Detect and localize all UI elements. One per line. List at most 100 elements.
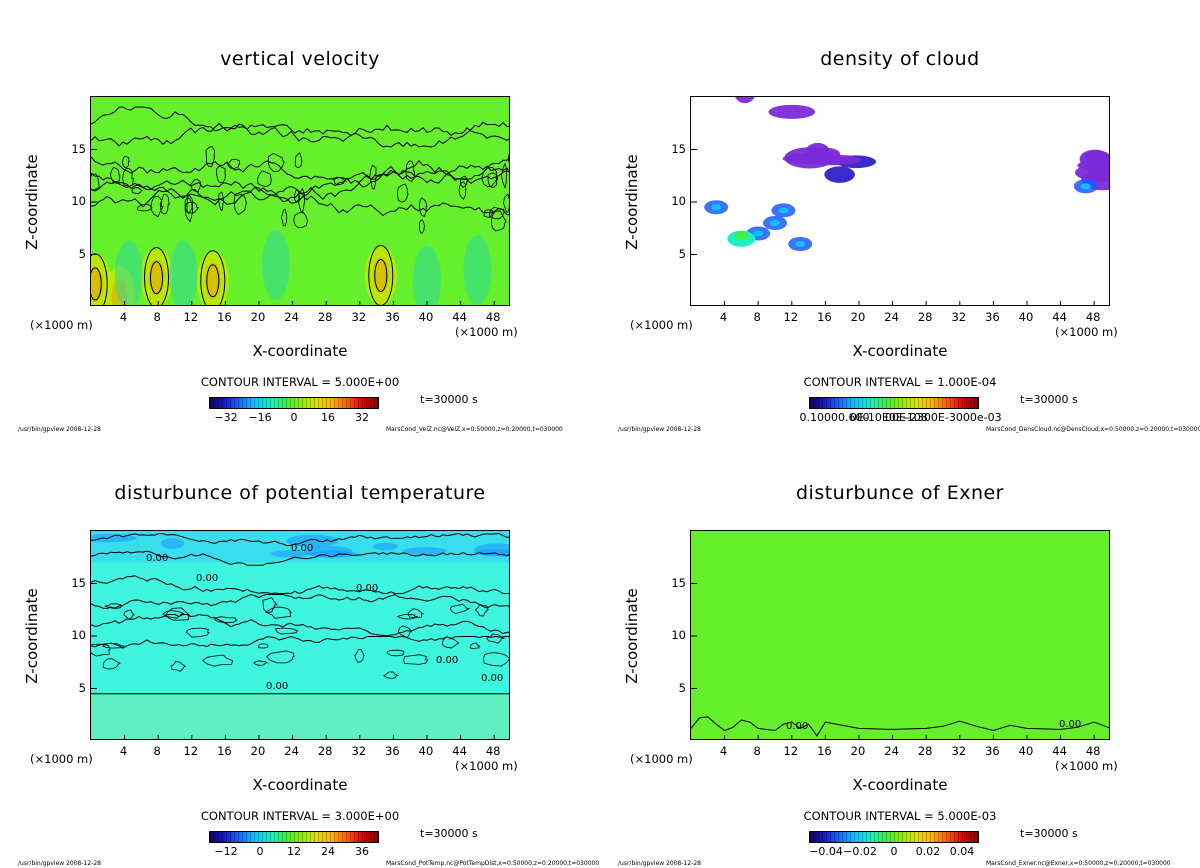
contour-line: [91, 106, 509, 148]
footer-left: /usr/bin/gpview 2008-12-28: [618, 860, 701, 867]
contour-line: [91, 593, 509, 610]
cold-patch: [160, 538, 185, 549]
contour-line: [227, 158, 241, 170]
panel-density-of-cloud: density of cloud Z-coordinate 5 10 15 4 8 12 16 2…: [600, 0, 1200, 434]
x-tick-label: 44: [452, 310, 467, 324]
contour-line: [485, 633, 505, 644]
y-tick-label: 15: [671, 575, 686, 590]
x-tick-label: 44: [452, 744, 467, 758]
contour-line: [218, 191, 224, 212]
y-axis-label: Z-coordinate: [23, 588, 41, 684]
x-unit-right: (×1000 m): [455, 759, 518, 773]
footer-right: MarsCond_PotTemp.nc@PotTempDist,x=0:5000…: [386, 860, 600, 867]
y-ticks: 5 10 15: [660, 530, 686, 740]
y-tick-label: 15: [71, 575, 86, 590]
x-tick-label: 24: [284, 310, 299, 324]
contour-line: [386, 649, 405, 657]
contour-line: [91, 186, 509, 217]
contour-label: 0.00: [481, 673, 503, 684]
contour-line: [91, 267, 102, 301]
contour-line: [332, 176, 347, 186]
contour-line: [405, 160, 415, 182]
x-tick-label: 4: [119, 310, 128, 324]
downdraft-core: [169, 240, 198, 305]
x-tick-label: 24: [884, 744, 899, 758]
background-field: [691, 97, 1109, 305]
plot-area: [90, 96, 510, 306]
contour-line: [396, 183, 409, 203]
x-tick-label: 20: [850, 310, 866, 324]
downdraft-core: [261, 230, 290, 300]
contour-line: [110, 167, 121, 183]
colorbar: [209, 397, 379, 409]
x-tick-label: 20: [250, 310, 266, 324]
cloud-core: [1080, 183, 1091, 190]
x-axis-label: X-coordinate: [252, 342, 348, 360]
cloud-patch: [784, 147, 835, 169]
contour-line: [216, 165, 226, 184]
x-unit-right: (×1000 m): [1055, 759, 1118, 773]
x-tick-label: 24: [884, 310, 899, 324]
contour-line: [298, 187, 306, 214]
contour-line: [503, 193, 509, 214]
colorbar-ticks: −0.04 −0.02 0 0.02 0.04: [809, 845, 979, 859]
cloud-patch: [768, 104, 816, 119]
x-tick-label: 8: [753, 310, 761, 324]
x-tick-label: 12: [783, 310, 799, 324]
contour-line: [144, 247, 170, 305]
background-field: [691, 531, 1109, 739]
contour-label: 0.00: [196, 573, 218, 584]
contour-line: [257, 170, 272, 188]
colorbar-tick-label: 0.04: [949, 845, 975, 858]
contour-line: [121, 155, 130, 168]
contour-line: [91, 173, 100, 191]
contour-line: [266, 650, 295, 664]
contour-line: [403, 654, 429, 665]
cloud-core: [778, 207, 789, 214]
contour-label: 0.00: [146, 553, 168, 564]
contour-line: [170, 660, 187, 672]
plot-area: [690, 96, 1110, 306]
contour-line: [102, 658, 121, 670]
colorbar-tick-label: 0.10000.600: [799, 411, 870, 424]
x-tick-label: 28: [917, 310, 933, 324]
x-unit-left: (×1000 m): [30, 318, 93, 332]
x-tick-label: 16: [217, 744, 232, 758]
y-axis-label: Z-coordinate: [23, 154, 41, 250]
footer-left: /usr/bin/gpview 2008-12-28: [18, 860, 101, 867]
updraft-core: [372, 257, 389, 294]
x-tick-label: 12: [783, 744, 799, 758]
colorbar-tick-label: 16: [321, 411, 335, 424]
x-tick-label: 40: [1018, 744, 1034, 758]
colorbar-tick-label: 0E-10E0E-108: [850, 411, 928, 424]
x-ticks: 4 8 12 16 20 24 28 32 36 40 44 48: [690, 310, 1110, 324]
x-tick-label: 32: [351, 744, 367, 758]
colorbar-tick-label: 12: [287, 845, 301, 858]
x-tick-label: 36: [985, 310, 1000, 324]
contour-label: 0.00: [356, 583, 378, 594]
x-axis-label: X-coordinate: [852, 342, 948, 360]
footer-right: MarsCond_VelZ.nc@VelZ,x=0:50000,z=0:2000…: [386, 426, 563, 433]
contour-line: [265, 606, 293, 619]
contour-line: [123, 609, 136, 620]
x-tick-label: 28: [317, 744, 333, 758]
colorbar-ticks: −32 −16 0 16 32: [209, 411, 379, 425]
colorbar-stripes: [810, 398, 978, 408]
contour-label: 0.00: [1059, 719, 1081, 730]
x-tick-label: 40: [418, 310, 434, 324]
contour-line: [374, 259, 388, 292]
cloud-patch: [824, 166, 855, 183]
contour-line: [449, 603, 471, 615]
x-tick-label: 16: [217, 310, 232, 324]
x-tick-label: 40: [1018, 310, 1034, 324]
x-ticks: 4 8 12 16 20 24 28 32 36 40 44 48: [90, 744, 510, 758]
contour-line: [294, 152, 303, 168]
y-ticks: 5 10 15: [660, 96, 686, 306]
y-tick-label: 5: [678, 680, 686, 695]
contour-label: 0.00: [786, 721, 808, 732]
time-label: t=30000 s: [420, 827, 478, 840]
x-tick-label: 48: [485, 744, 501, 758]
x-tick-label: 12: [183, 744, 199, 758]
contour-line: [91, 253, 108, 305]
x-tick-label: 8: [153, 744, 161, 758]
